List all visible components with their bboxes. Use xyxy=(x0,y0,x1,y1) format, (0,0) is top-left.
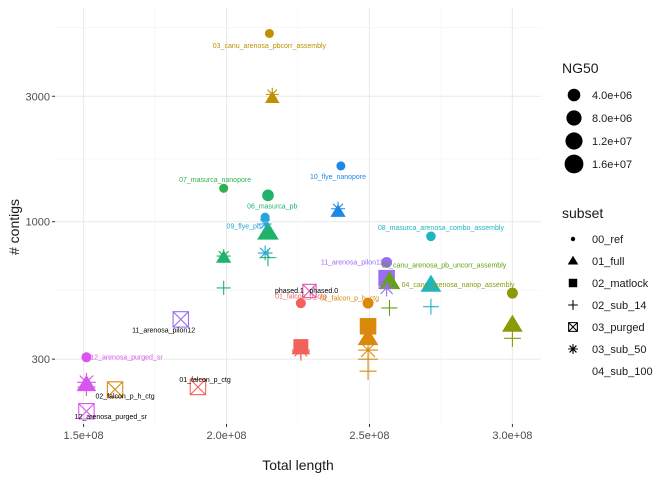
point-small-dot xyxy=(295,298,306,309)
point-label: phased.1 xyxy=(275,288,304,295)
point-plus xyxy=(422,298,439,315)
point-label: 04_canu_arenosa_nanop_assembly xyxy=(402,282,515,289)
point-label: 02_falcon_p_h_ctg xyxy=(95,394,154,401)
point-asterisk xyxy=(258,217,272,231)
size-legend-title: NG50 xyxy=(562,60,599,76)
y-tick-label: 1000 xyxy=(26,217,50,229)
x-tick-label: 2.0e+08 xyxy=(206,430,246,442)
point-small-dot xyxy=(336,161,346,171)
point-label: 11_arenosa_pilon12 xyxy=(132,328,195,335)
minor-gridlines xyxy=(55,8,541,424)
point-triangle xyxy=(330,204,346,217)
point-triangle xyxy=(502,314,523,332)
point-boxed-x xyxy=(172,311,190,328)
shape-legend-label: 02_sub_14 xyxy=(592,300,646,312)
point-triangle xyxy=(357,328,379,346)
point-small-dot xyxy=(426,231,436,242)
shape-legend-label: 02_matlock xyxy=(592,278,649,290)
point-plus xyxy=(503,329,521,347)
point-plus xyxy=(77,378,96,397)
size-legend-key xyxy=(567,88,581,102)
y-axis-ticks: 300 1000 3000 xyxy=(26,91,55,366)
point-label: 02_falcon_p_h_ctg xyxy=(320,296,379,303)
point-label: 07_masurca_nanopore xyxy=(179,177,251,184)
point-small-dot xyxy=(219,183,229,193)
shape-legend: subset 00_ref 01_full 02_matlock 02_sub_14 0… xyxy=(562,205,653,378)
point-asterisk xyxy=(257,245,273,261)
point-square xyxy=(359,318,377,335)
point-triangle xyxy=(420,274,442,292)
point-small-dot xyxy=(264,28,274,39)
shape-legend-label: 00_ref xyxy=(592,234,624,246)
shape-legend-key xyxy=(567,255,579,265)
x-tick-label: 1.5e+08 xyxy=(64,430,104,442)
point-label: 01_falcon_p_ctg xyxy=(275,293,326,300)
point-label: 09_flye_pb xyxy=(227,223,261,230)
point-small-dot xyxy=(81,352,92,363)
shape-legend-label: 01_full xyxy=(592,256,624,268)
shape-legend-key xyxy=(568,322,578,332)
point-labels: 03_canu_arenosa_pbcorr_assembly 07_masurc… xyxy=(75,43,515,421)
point-plus xyxy=(216,280,231,295)
size-legend-key xyxy=(565,132,583,150)
point-boxed-x xyxy=(106,381,124,398)
shape-legend-key xyxy=(568,300,578,310)
point-asterisk xyxy=(265,87,279,102)
size-legend-label: 1.2e+07 xyxy=(592,136,632,148)
y-tick-label: 300 xyxy=(32,354,50,366)
point-boxed-x xyxy=(78,403,95,420)
point-asterisk xyxy=(378,279,396,297)
size-legend: NG50 4.0e+06 8.0e+06 1.2e+07 1.6e+07 xyxy=(562,60,632,174)
point-small-dot xyxy=(506,287,518,299)
shape-legend-key xyxy=(568,278,578,288)
point-label: 01_falcon_p_ctg xyxy=(179,377,230,384)
point-label: 10_flye_nanopore xyxy=(310,174,366,181)
point-label: phased.0 xyxy=(309,288,338,295)
point-boxed-x xyxy=(302,283,317,299)
point-plus xyxy=(381,299,398,316)
x-axis-ticks: 1.5e+08 2.0e+08 2.5e+08 3.0e+08 xyxy=(64,424,532,442)
x-axis-title: Total length xyxy=(262,457,334,473)
point-small-dot xyxy=(260,212,270,222)
size-legend-label: 1.6e+07 xyxy=(592,159,632,171)
point-label: 05_canu_arenosa_pb_uncorr_assembly xyxy=(381,263,506,270)
x-tick-label: 2.5e+08 xyxy=(349,430,389,442)
point-small-dot xyxy=(381,256,393,268)
shape-legend-title: subset xyxy=(562,205,603,221)
point-triangle xyxy=(257,221,279,240)
shape-legend-key xyxy=(568,344,578,354)
data-points xyxy=(76,28,523,420)
shape-legend-label: 04_sub_100 xyxy=(592,366,653,378)
point-label: 12_arenosa_purged_sr xyxy=(90,354,163,361)
point-triangle xyxy=(216,250,232,263)
point-small-dot xyxy=(262,189,274,202)
point-label: 12_arenosa_purged_sr xyxy=(75,414,148,421)
point-label: 03_canu_arenosa_pbcorr_assembly xyxy=(213,43,327,50)
plot-panel: 03_canu_arenosa_pbcorr_assembly 07_masurc… xyxy=(55,8,541,424)
point-boxed-x xyxy=(189,378,207,396)
size-legend-label: 8.0e+06 xyxy=(592,113,632,125)
y-tick-label: 3000 xyxy=(26,91,50,103)
y-axis-title: # contigs xyxy=(6,199,22,255)
point-label: 08_masurca_arenosa_combo_assembly xyxy=(378,225,505,232)
point-label: 06_masurca_pb xyxy=(247,204,297,211)
size-legend-label: 4.0e+06 xyxy=(592,90,632,102)
shape-legend-label: 03_sub_50 xyxy=(592,344,646,356)
point-small-dot xyxy=(362,297,374,309)
point-label: 11_arenosa_pilon12 xyxy=(321,259,384,266)
size-legend-key xyxy=(564,154,584,174)
shape-legend-key xyxy=(570,236,576,242)
size-legend-key xyxy=(566,110,582,126)
x-tick-label: 3.0e+08 xyxy=(492,430,532,442)
point-plus xyxy=(259,249,277,267)
point-plus xyxy=(291,342,310,361)
shape-legend-label: 03_purged xyxy=(592,322,645,334)
point-plus xyxy=(359,362,377,380)
